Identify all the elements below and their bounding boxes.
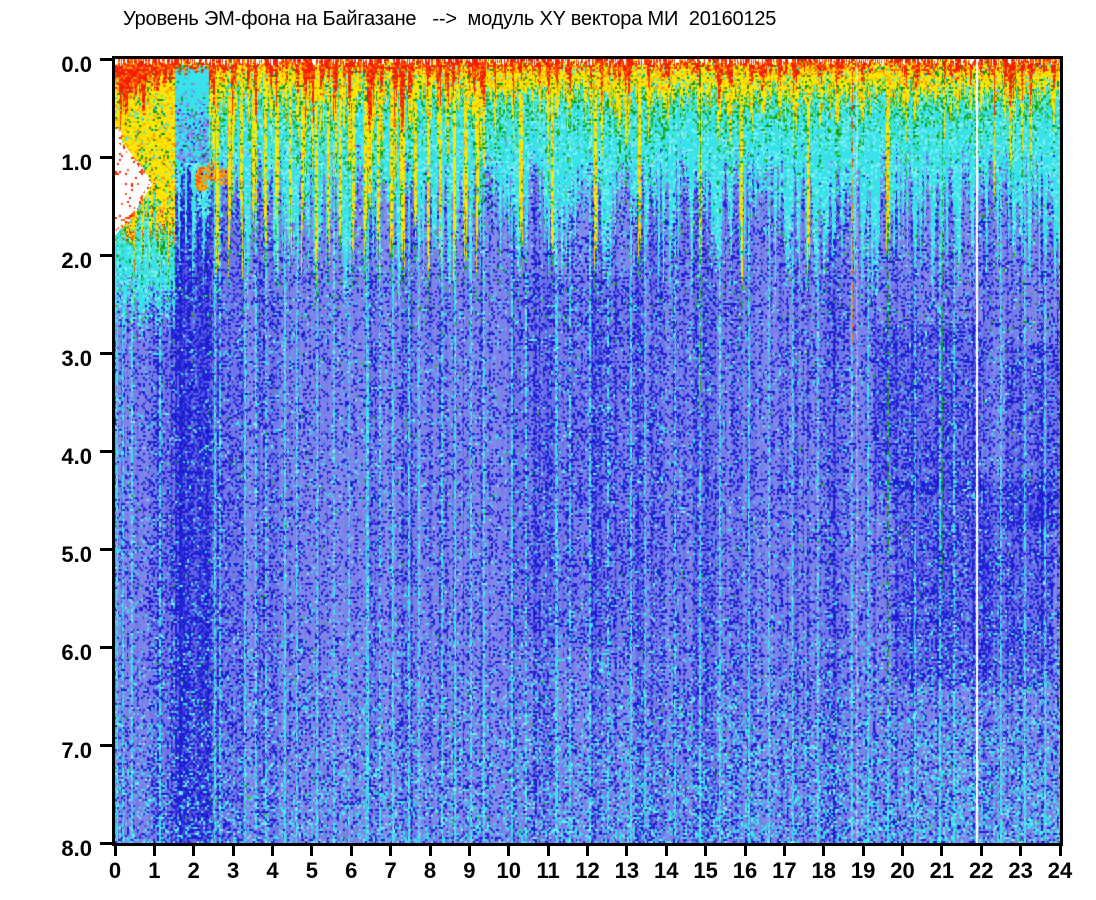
x-tick: [428, 846, 432, 856]
y-tick: [100, 253, 112, 257]
x-tick-label: 5: [305, 858, 318, 883]
x-tick: [231, 846, 235, 856]
x-tick: [349, 846, 353, 856]
x-tick: [113, 846, 117, 856]
y-tick: [100, 351, 112, 355]
x-tick: [546, 846, 550, 856]
x-tick: [389, 846, 393, 856]
x-tick-label: 18: [811, 858, 836, 883]
y-tick-label: 7.0: [61, 738, 92, 763]
x-tick: [901, 846, 904, 856]
y-tick-label: 5.0: [61, 542, 92, 567]
x-tick-label: 24: [1047, 858, 1073, 883]
y-tick-label: 4.0: [61, 444, 92, 469]
x-tick-label: 2: [187, 858, 200, 883]
x-tick: [743, 846, 747, 856]
y-tick-label: 1.0: [61, 150, 92, 175]
x-tick-label: 13: [614, 858, 640, 883]
chart-title: Уровень ЭМ-фона на Байгазане --> модуль …: [123, 8, 777, 30]
x-tick: [467, 846, 471, 856]
x-tick-label: 6: [345, 858, 358, 883]
x-tick: [861, 846, 865, 856]
x-tick-label: 16: [732, 858, 758, 883]
y-tick: [100, 743, 112, 747]
x-tick: [271, 846, 274, 856]
x-tick: [507, 846, 511, 856]
spectrogram-canvas: [115, 59, 1060, 843]
x-tick: [979, 846, 983, 856]
x-tick: [152, 846, 156, 856]
x-tick: [940, 846, 944, 856]
y-tick: [100, 841, 112, 845]
y-tick-label: 8.0: [61, 836, 92, 861]
x-tick-label: 12: [575, 858, 600, 883]
y-tick: [100, 449, 112, 453]
x-tick-label: 19: [850, 858, 876, 883]
x-tick-label: 15: [693, 858, 718, 883]
x-tick-label: 14: [654, 858, 679, 883]
x-tick-label: 11: [536, 858, 560, 883]
x-tick-label: 1: [148, 858, 161, 883]
x-tick-label: 17: [772, 858, 797, 883]
y-tick: [100, 645, 112, 649]
x-tick: [586, 846, 589, 856]
x-tick: [822, 846, 826, 856]
x-tick-label: 8: [423, 858, 437, 883]
x-tick: [625, 846, 629, 856]
x-tick-label: 23: [1008, 858, 1033, 883]
x-tick-label: 9: [463, 858, 476, 883]
y-tick-label: 2.0: [61, 248, 92, 273]
y-tick-label: 0.0: [61, 52, 92, 77]
x-tick-label: 21: [929, 858, 955, 883]
x-tick-label: 20: [890, 858, 915, 883]
x-tick-label: 7: [384, 858, 397, 883]
y-tick-label: 3.0: [61, 346, 92, 371]
x-tick: [1058, 846, 1062, 856]
x-tick-label: 22: [969, 858, 994, 883]
y-tick: [100, 57, 112, 61]
x-tick: [782, 846, 786, 856]
x-tick-label: 0: [108, 858, 122, 883]
x-tick-label: 10: [496, 858, 521, 883]
plot-frame: [112, 56, 1063, 846]
x-tick: [1019, 846, 1023, 856]
x-tick: [310, 846, 314, 856]
x-tick: [664, 846, 668, 856]
x-tick: [192, 846, 196, 856]
y-tick-label: 6.0: [61, 640, 92, 665]
y-tick: [100, 155, 112, 159]
x-tick: [704, 846, 708, 856]
x-tick-label: 3: [227, 858, 240, 883]
y-tick: [100, 547, 112, 551]
x-tick-label: 4: [266, 858, 279, 883]
